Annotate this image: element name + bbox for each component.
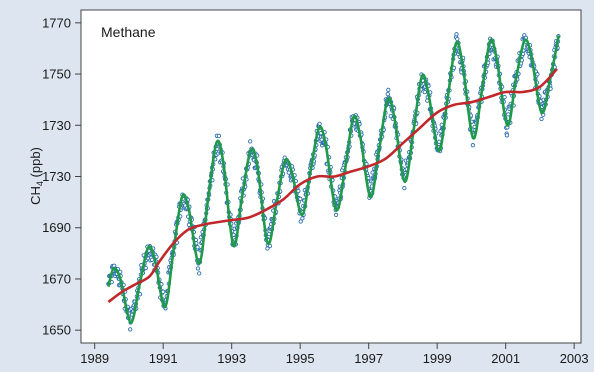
x-axis: 1989 1991 1993 1995 1997 1999 2001 2003 [80,343,589,366]
observation-point [333,212,339,218]
observation-point [298,196,303,202]
observation-point [298,219,303,224]
y-tick-label: 1670 [42,271,71,286]
observation-point [128,327,133,332]
observation-point [402,185,407,191]
observation-point [197,271,202,276]
observation-point [216,133,222,139]
observation-point [248,139,253,144]
observation-point [143,265,148,271]
observation-point [422,89,427,95]
seasonal-fit-line [107,35,560,324]
y-tick-label: 1770 [42,15,71,30]
chart-title: Methane [101,24,156,40]
observation-point [455,36,460,42]
observation-point [149,257,155,262]
y-tick-label: 1730 [42,118,71,133]
observation-point [195,266,201,271]
y-tick-label: 1650 [42,323,71,338]
x-tick-label: 2003 [560,351,589,366]
observation-point [539,116,544,122]
y-tick-label: 1750 [42,67,71,82]
x-tick-label: 1993 [217,351,246,366]
observation-point [386,87,391,93]
observation-point [385,91,390,97]
x-tick-label: 2001 [491,351,520,366]
observation-point [535,72,540,77]
x-tick-label: 1991 [149,351,178,366]
observation-point [195,245,200,250]
x-tick-label: 1997 [354,351,383,366]
x-tick-label: 1989 [80,351,109,366]
trend-line [107,68,558,304]
x-tick-label: 1995 [286,351,315,366]
y-tick-label: 1690 [42,220,71,235]
observation-point [470,143,476,148]
y-tick-label: 1730 [42,169,71,184]
observation-point [454,32,459,37]
y-axis: 1650 1670 1690 1730 1730 1750 1770 [42,15,81,338]
observation-point [504,133,510,138]
y-axis-title: CH4 (ppb) [28,147,45,205]
x-tick-label: 1999 [423,351,452,366]
observation-point [300,216,305,221]
observation-point [388,113,393,119]
observation-point [317,121,322,126]
